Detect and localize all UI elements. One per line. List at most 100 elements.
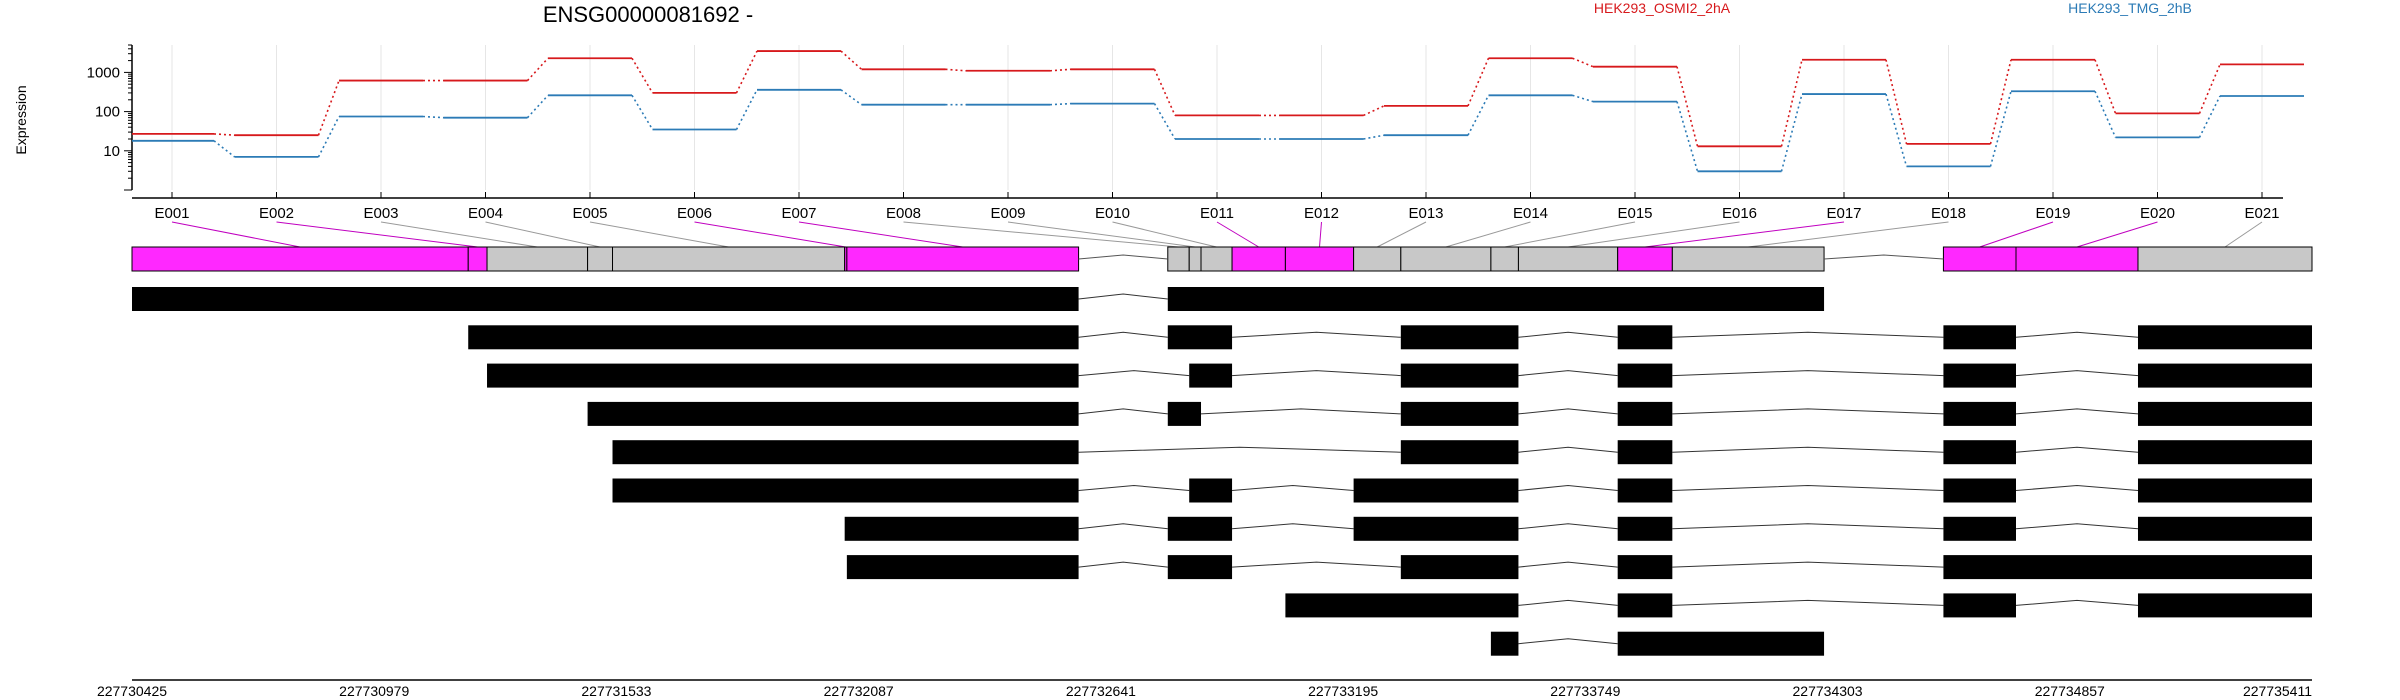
exon-block [612,246,846,272]
exon-connector [380,221,538,248]
expression-series [132,50,2304,173]
series-link [2198,64,2221,114]
genomic-tick-label: 227735411 [2243,683,2312,699]
exon-label: E003 [363,205,398,222]
y-tick-label: 1000 [87,64,120,81]
transcript-row [612,478,2312,503]
exon-label: E010 [1095,205,1130,222]
series-link [1049,102,1071,106]
transcript-intron [1518,331,1618,338]
transcript-exon [2137,363,2312,388]
exon-block [1490,246,1519,272]
series-link [1467,94,1490,136]
transcript-intron [1672,523,1944,530]
exon-block [1231,246,1286,272]
genomic-axis: 227730425 227730979 227731533 227732087 2277… [97,679,2312,699]
exon-connector [485,221,601,248]
transcript-intron [2015,370,2139,377]
series-link [317,80,340,136]
transcript-intron [1232,370,1401,377]
transcript-intron [1078,523,1168,530]
series-link [1676,101,1699,172]
transcript-exon [844,516,1079,541]
transcript-intron [1672,446,1944,453]
exon-connector [1376,221,1427,248]
transcript-exon [1617,363,1673,388]
exon-block [2015,246,2139,272]
transcript-intron [1518,370,1618,377]
series-link [840,50,863,70]
intron-line [1078,254,1168,260]
transcript-exon [1617,593,1673,618]
transcript-exon [1167,555,1233,580]
transcript-intron [1078,293,1168,300]
exon-label: E011 [1200,205,1234,222]
transcript-row [846,555,2312,580]
exon-connector [276,221,478,248]
transcript-exon [468,325,1079,350]
transcript-intron [1078,446,1401,453]
series-link [526,94,549,119]
transcript-intron [2015,484,2139,491]
transcript-intron [1078,331,1168,338]
transcript-exon [1617,516,1673,541]
transcript-exon [1400,401,1519,426]
chart-title: ENSG00000081692 - [543,2,753,27]
transcript-exon [2137,478,2312,503]
series-link [213,140,235,158]
exon-label: E015 [1617,205,1652,222]
transcript-intron [1672,561,1944,568]
transcript-exon [1943,325,2016,350]
transcript-exon [1943,593,2016,618]
exon-label: E018 [1931,205,1966,222]
transcript-intron [2015,408,2139,415]
exon-connector [1216,221,1259,248]
transcript-intron [1518,446,1618,453]
transcript-intron [1078,408,1168,415]
exon-label: E008 [886,205,921,222]
transcript-intron [1672,484,1944,491]
transcript-intron [2015,446,2139,453]
transcript-models [132,287,2312,656]
series-link [1780,93,1803,172]
y-tick-label: 10 [103,143,120,160]
y-axis: 10 100 1000 [87,44,133,191]
transcript-intron [1518,638,1618,645]
exon-block [1400,246,1492,272]
exon-block [467,246,488,272]
series-link [1153,103,1176,140]
transcript-row [844,516,2312,541]
series-link [840,89,862,106]
transcript-intron [1078,484,1190,491]
series-link [735,50,758,94]
transcript-row [468,325,2312,350]
transcript-intron [2015,599,2139,606]
series-link [2094,59,2117,114]
series-link [1363,134,1385,140]
transcript-intron [1518,561,1618,568]
exon-label: E005 [572,205,607,222]
transcript-intron [1672,370,1944,377]
series-link [526,57,549,82]
exon-connector [589,221,729,248]
exon-connector [1112,221,1217,248]
transcript-exon [1400,363,1519,388]
transcript-exon [1400,440,1519,465]
transcript-intron [1518,484,1618,491]
exon-connector [1504,221,1636,248]
transcript-exon [1167,287,1825,311]
transcript-row [587,401,2312,426]
series-link [631,94,654,130]
exon-label: E014 [1513,205,1548,222]
exon-block [1284,246,1355,272]
exon-block [1188,246,1202,272]
exon-label: E017 [1826,205,1861,222]
transcript-exon [1617,440,1673,465]
exon-block [1353,246,1402,272]
transcript-exon [1943,555,2312,580]
exon-block [486,246,589,272]
transcript-exon [132,287,1079,311]
exon-block [1200,246,1233,272]
transcript-exon [1400,325,1519,350]
